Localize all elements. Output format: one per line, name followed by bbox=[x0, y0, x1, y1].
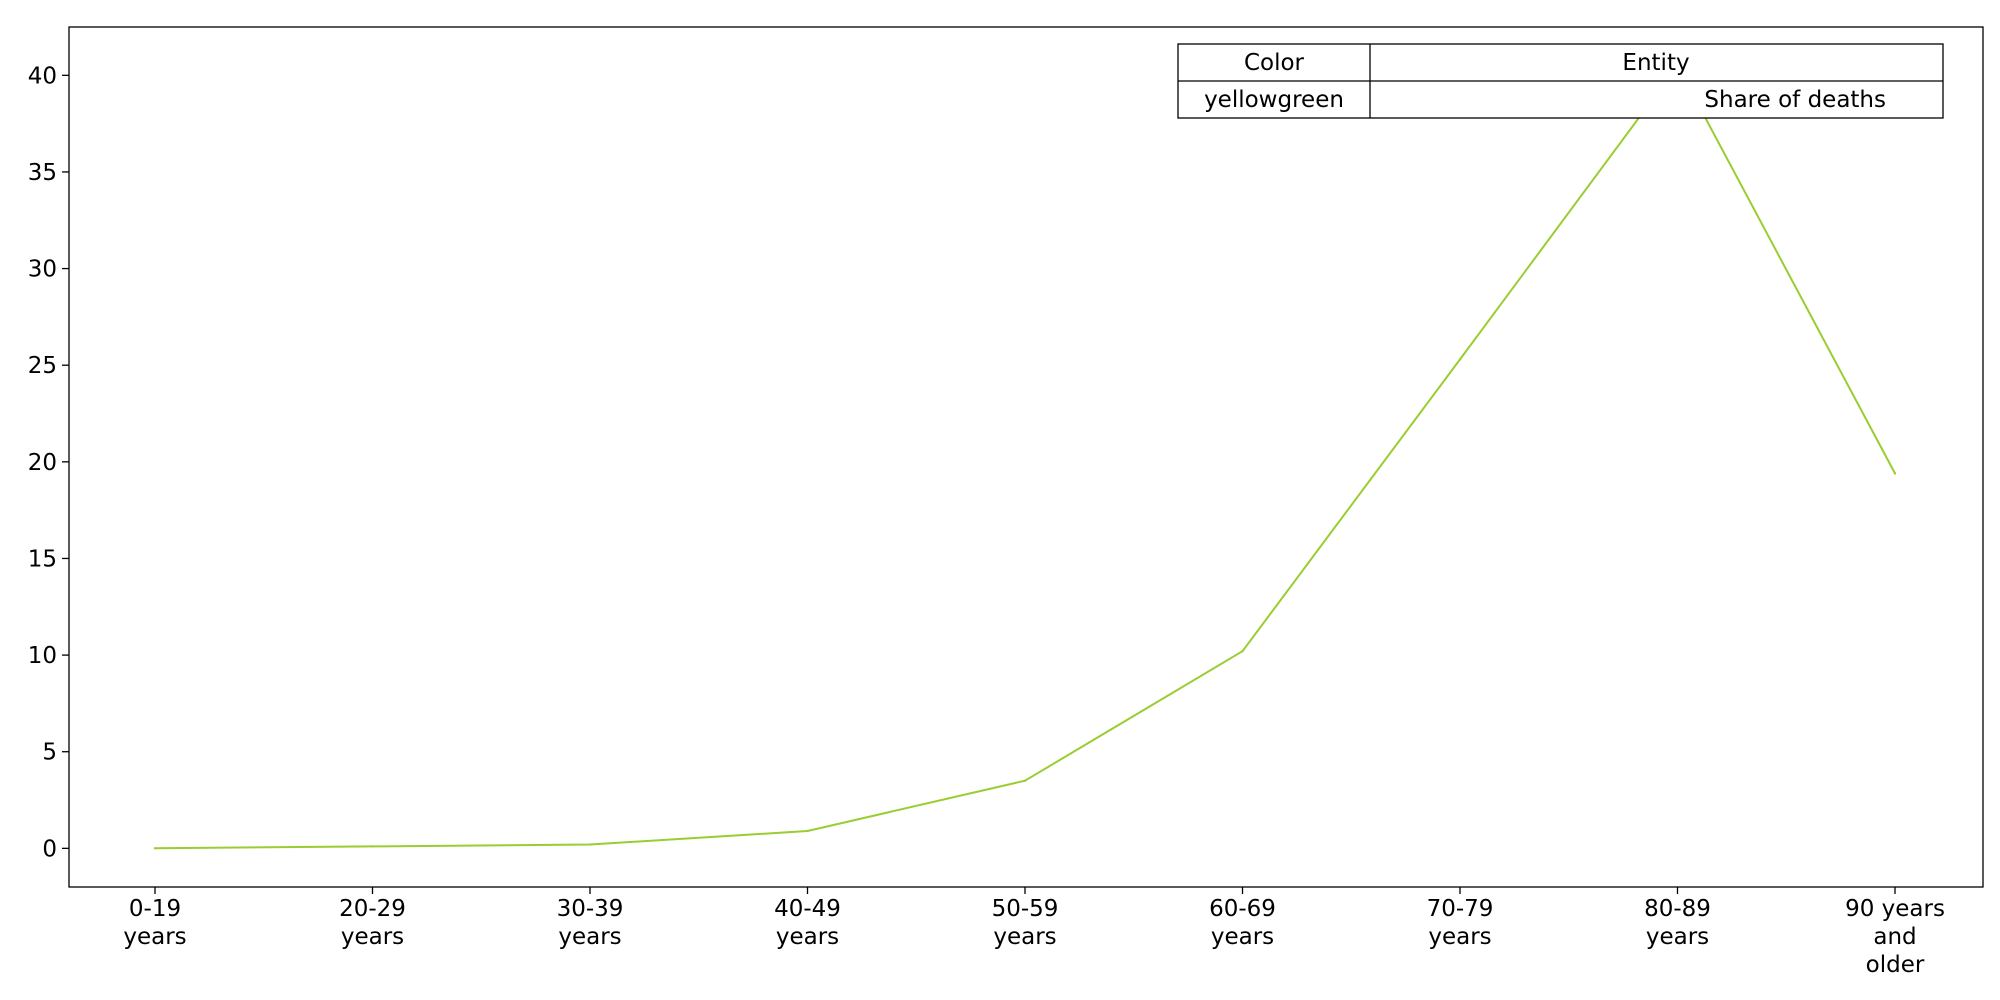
x-tick-label-line: years bbox=[1211, 924, 1274, 950]
x-tick-label-line: 0-19 bbox=[129, 896, 181, 922]
legend-row-color: yellowgreen bbox=[1204, 87, 1344, 113]
y-tick-label: 25 bbox=[28, 353, 57, 379]
y-tick-label: 20 bbox=[28, 450, 57, 476]
x-tick-label: 0-19 years bbox=[123, 896, 186, 950]
x-tick-label: 70-79 years bbox=[1427, 896, 1494, 950]
legend-header-entity: Entity bbox=[1622, 50, 1689, 76]
x-tick-label: 40-49 years bbox=[774, 896, 841, 950]
x-tick-label-line: years bbox=[776, 924, 839, 950]
y-tick-label: 15 bbox=[28, 546, 57, 572]
x-tick-label-line: older bbox=[1866, 952, 1925, 978]
x-tick-label-line: 80-89 bbox=[1644, 896, 1711, 922]
y-tick-label: 30 bbox=[28, 257, 57, 283]
data-point bbox=[1023, 779, 1027, 782]
x-tick-label: 20-29 years bbox=[339, 896, 406, 950]
legend-table: Color Entity yellowgreen Share of deaths bbox=[1177, 43, 1944, 119]
y-tick-label: 40 bbox=[28, 63, 57, 89]
data-point bbox=[588, 843, 592, 846]
legend-header-color: Color bbox=[1244, 50, 1305, 76]
x-tick-label-line: 90 years bbox=[1845, 896, 1945, 922]
x-tick-label-line: years bbox=[123, 924, 186, 950]
y-tick-label: 0 bbox=[42, 836, 57, 862]
series-line bbox=[154, 64, 1896, 850]
legend-row-entity: Share of deaths bbox=[1704, 87, 1886, 113]
x-tick-label-line: 60-69 bbox=[1209, 896, 1276, 922]
x-tick-label: 50-59 years bbox=[992, 896, 1059, 950]
y-tick-label: 35 bbox=[28, 160, 57, 186]
x-tick-label: 80-89 years bbox=[1644, 896, 1711, 950]
x-tick-label-line: and bbox=[1873, 924, 1916, 950]
x-tick-label: 90 years and older bbox=[1845, 896, 1945, 978]
y-tick-label: 5 bbox=[42, 740, 57, 766]
x-tick-label: 60-69 years bbox=[1209, 896, 1276, 950]
data-point bbox=[371, 845, 374, 848]
x-tick-label-line: 30-39 bbox=[557, 896, 624, 922]
y-axis: 0 5 10 15 20 25 30 35 40 bbox=[28, 63, 69, 862]
x-tick-label-line: 40-49 bbox=[774, 896, 841, 922]
data-point bbox=[1241, 650, 1244, 653]
x-tick-label-line: 20-29 bbox=[339, 896, 406, 922]
x-tick-label: 30-39 years bbox=[557, 896, 624, 950]
data-point bbox=[1458, 358, 1462, 361]
x-tick-label-line: years bbox=[341, 924, 404, 950]
x-tick-label-line: 70-79 bbox=[1427, 896, 1494, 922]
data-point bbox=[1893, 472, 1897, 475]
y-tick-label: 10 bbox=[28, 643, 57, 669]
data-point bbox=[806, 829, 809, 833]
x-tick-label-line: years bbox=[1646, 924, 1709, 950]
x-tick-label-line: years bbox=[558, 924, 621, 950]
x-tick-label-line: years bbox=[1428, 924, 1491, 950]
data-point bbox=[153, 847, 157, 850]
x-tick-label-line: years bbox=[993, 924, 1056, 950]
x-tick-label-line: 50-59 bbox=[992, 896, 1059, 922]
plot-frame bbox=[68, 26, 1984, 888]
series-layer bbox=[153, 64, 1897, 850]
